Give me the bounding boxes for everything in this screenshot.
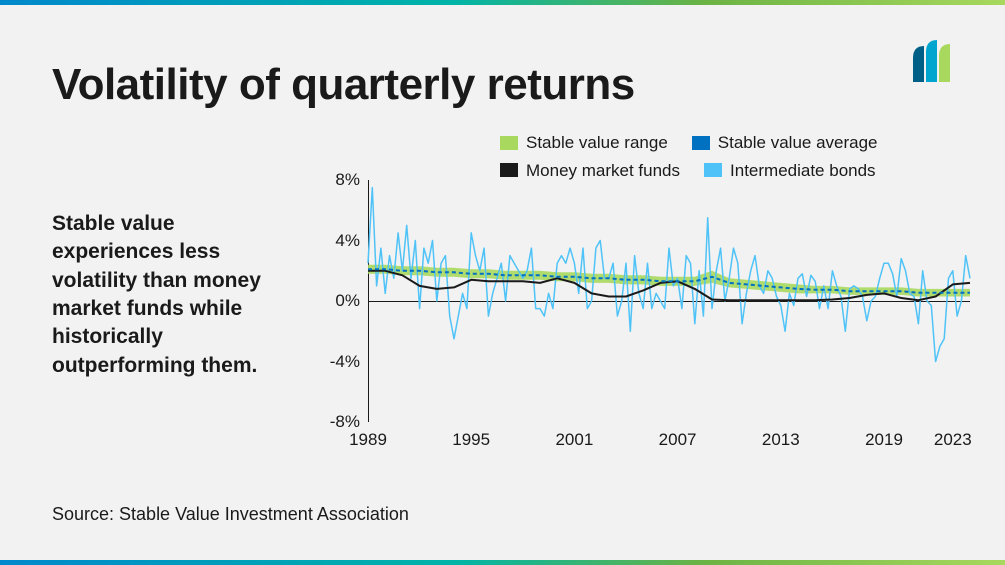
x-tick-label: 2023: [934, 430, 972, 450]
legend-label: Stable value average: [718, 130, 878, 156]
y-tick-label: -8%: [310, 412, 360, 432]
brand-logo-icon: [913, 38, 957, 82]
x-tick-label: 2007: [659, 430, 697, 450]
y-tick-label: -4%: [310, 352, 360, 372]
legend-swatch-icon: [500, 163, 518, 177]
legend-swatch-icon: [692, 136, 710, 150]
legend-item-sv-avg: Stable value average: [692, 130, 878, 156]
legend-swatch-icon: [500, 136, 518, 150]
x-tick-label: 2013: [762, 430, 800, 450]
top-gradient-bar: [0, 0, 1005, 5]
chart-subtitle: Stable value experiences less volatility…: [52, 210, 292, 380]
bottom-gradient-bar: [0, 560, 1005, 565]
y-tick-label: 8%: [310, 170, 360, 190]
legend-label: Stable value range: [526, 130, 668, 156]
chart-plot-area: [368, 180, 970, 422]
chart-legend: Stable value range Stable value average …: [500, 130, 878, 185]
x-tick-label: 1989: [349, 430, 387, 450]
volatility-chart: -8%-4%0%4%8% 198919952001200720132019202…: [310, 180, 970, 450]
legend-item-sv-range: Stable value range: [500, 130, 668, 156]
page-title: Volatility of quarterly returns: [52, 60, 635, 110]
x-tick-label: 2019: [865, 430, 903, 450]
x-tick-label: 1995: [452, 430, 490, 450]
legend-swatch-icon: [704, 163, 722, 177]
source-attribution: Source: Stable Value Investment Associat…: [52, 504, 409, 525]
y-tick-label: 4%: [310, 231, 360, 251]
y-tick-label: 0%: [310, 291, 360, 311]
x-tick-label: 2001: [555, 430, 593, 450]
